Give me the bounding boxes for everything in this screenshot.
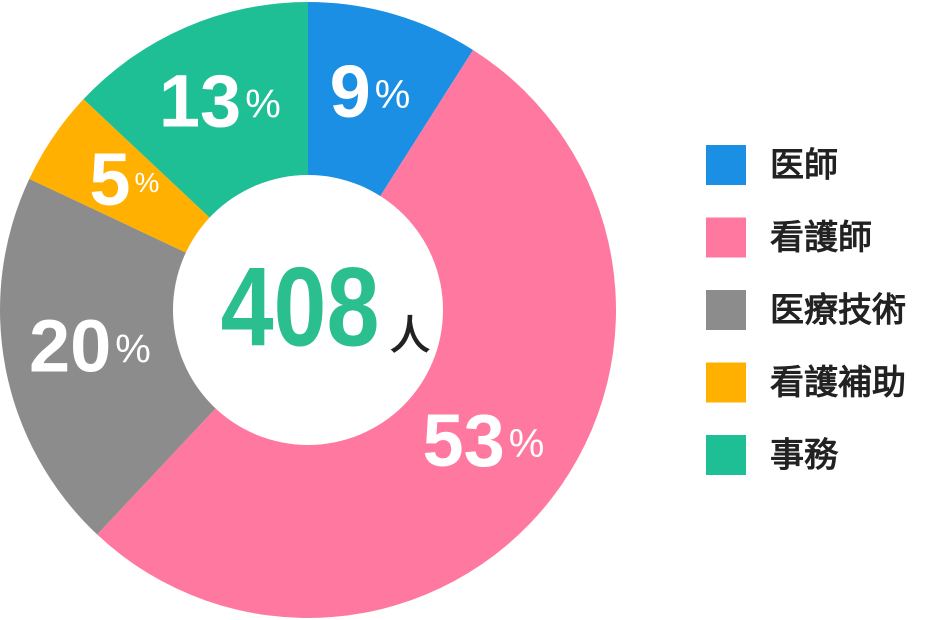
legend-label: 事務 [770,436,839,476]
legend-label: 医療技術 [770,291,906,331]
legend-swatch [706,435,746,475]
legend-swatch [706,145,746,185]
total-value: 408 [221,245,380,370]
legend-label: 看護補助 [770,363,906,403]
slice [0,178,309,535]
value-label: 5% [89,138,159,221]
legend-swatch [706,217,746,258]
value-label: 20% [29,304,151,387]
donut-hole [173,175,443,445]
legend-label: 看護師 [770,218,872,258]
legend-swatch [706,290,746,330]
total-unit: 人 [390,313,430,359]
value-label: 9% [330,49,411,132]
value-label: 13% [159,59,281,142]
legend-swatch [706,362,746,403]
value-label: 53% [422,399,544,482]
legend-label: 医師 [770,146,838,186]
